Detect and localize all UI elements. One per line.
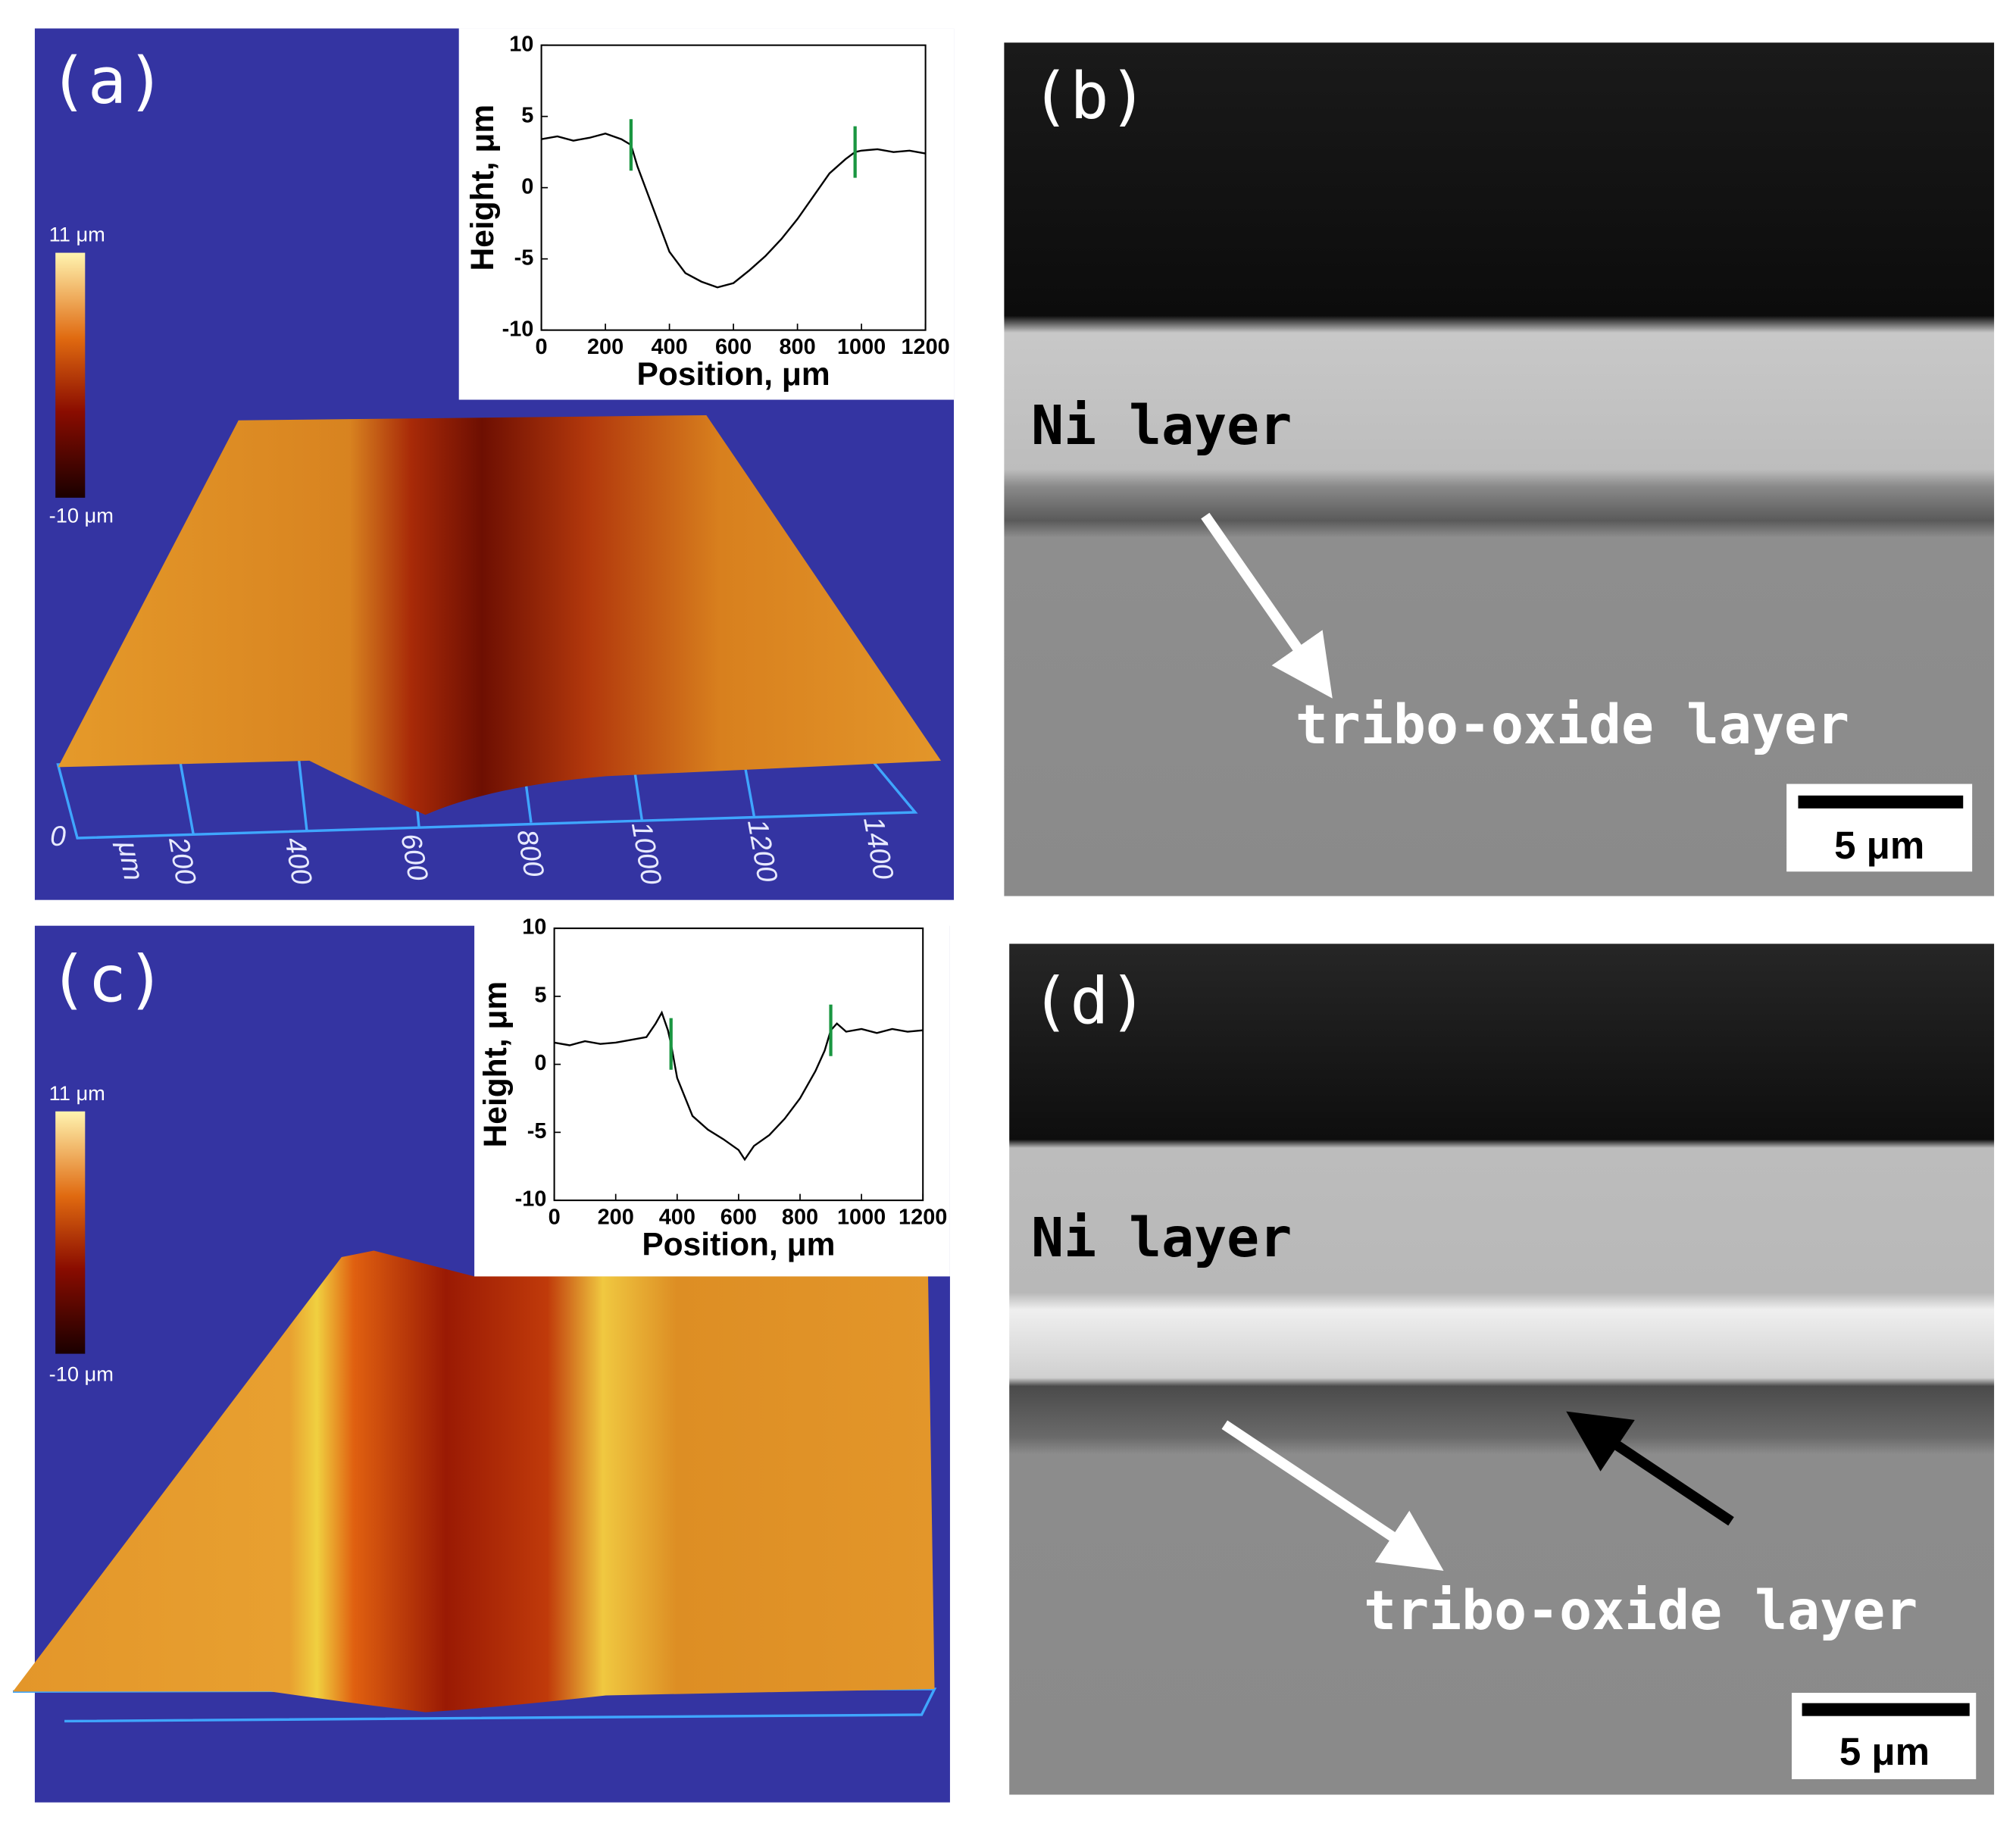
scale-bar-label: 5 μm	[1839, 1730, 1930, 1773]
y-tick-label: -5	[514, 246, 534, 270]
x-tick-label: 400	[651, 335, 687, 359]
x-tick-label: 600	[715, 335, 752, 359]
x-tick-label: 1000	[837, 1206, 886, 1230]
y-tick-label: -5	[527, 1119, 547, 1143]
sem-image	[1004, 42, 1995, 896]
surface-axis-label: 0	[50, 820, 66, 852]
profile-line	[554, 1010, 924, 1162]
y-tick-label: 10	[509, 32, 533, 56]
x-tick-label: 1200	[899, 1206, 947, 1230]
x-tick-label: 0	[536, 335, 548, 359]
layer-label: Ni layer	[1031, 394, 1292, 457]
x-tick-label: 0	[549, 1206, 561, 1230]
y-axis-title: Height, μm	[477, 981, 514, 1148]
colorbar-min: -10 μm	[49, 504, 114, 527]
colorbar	[55, 252, 86, 498]
oxide-label: tribo-oxide layer	[1296, 693, 1849, 756]
panel-label: (a)	[49, 44, 166, 119]
surface	[13, 1250, 935, 1712]
panel-label: (b)	[1031, 59, 1148, 134]
arrow	[1201, 512, 1333, 699]
y-tick-label: 5	[534, 984, 546, 1008]
layer-label: Ni layer	[1031, 1206, 1292, 1269]
scale-bar-label: 5 μm	[1834, 824, 1924, 867]
x-axis-title: Position, μm	[642, 1227, 835, 1263]
colorbar-max: 11 μm	[49, 1081, 105, 1105]
y-tick-label: 0	[521, 174, 533, 199]
x-tick-label: 200	[598, 1206, 634, 1230]
profile-chart: 0 200 400 600 800 1000 1200 -10 -5 0 5 10 Position, …	[477, 915, 947, 1263]
y-tick-label: 0	[534, 1051, 546, 1075]
y-tick-label: -10	[515, 1187, 547, 1212]
profile-line	[541, 132, 926, 289]
colorbar	[55, 1111, 86, 1354]
x-tick-label: 400	[659, 1206, 695, 1230]
x-tick-label: 600	[720, 1206, 757, 1230]
surface	[58, 414, 942, 815]
arrow	[1221, 1420, 1444, 1571]
oxide-label: tribo-oxide layer	[1364, 1579, 1918, 1642]
y-tick-label: 5	[521, 103, 533, 127]
sem-image	[1009, 943, 1995, 1795]
y-tick-label: -10	[502, 317, 534, 341]
surface-axis-label: 800	[511, 827, 551, 879]
surface-axis-unit: μm	[112, 838, 151, 883]
x-tick-label: 1000	[837, 335, 886, 359]
surface-axis-label: 600	[395, 831, 434, 884]
profile-chart: 0 200 400 600 800 1000 1200 -10 -5 0 5 10 Position, …	[464, 32, 950, 393]
y-axis-title: Height, μm	[464, 105, 501, 271]
x-tick-label: 800	[782, 1206, 818, 1230]
colorbar-min: -10 μm	[49, 1362, 114, 1386]
panel-label: (d)	[1031, 965, 1148, 1040]
panel-label: (c)	[49, 943, 166, 1018]
panel-d: (d) Ni layer tribo-oxide layer 5 μm	[1009, 943, 1995, 1795]
x-axis-title: Position, μm	[637, 356, 830, 393]
surface-axis-label: 400	[279, 835, 318, 887]
x-tick-label: 200	[587, 335, 624, 359]
x-tick-label: 1200	[901, 335, 949, 359]
y-tick-label: 10	[522, 915, 546, 940]
scale-bar	[1802, 1703, 1970, 1716]
scale-bar	[1798, 795, 1964, 809]
x-tick-label: 800	[779, 335, 815, 359]
colorbar-max: 11 μm	[49, 223, 105, 246]
arrow	[1566, 1411, 1734, 1526]
panel-a: 11 μm -10 μm (a) 0 200 400 600 800 1000 1200 14…	[34, 28, 955, 900]
